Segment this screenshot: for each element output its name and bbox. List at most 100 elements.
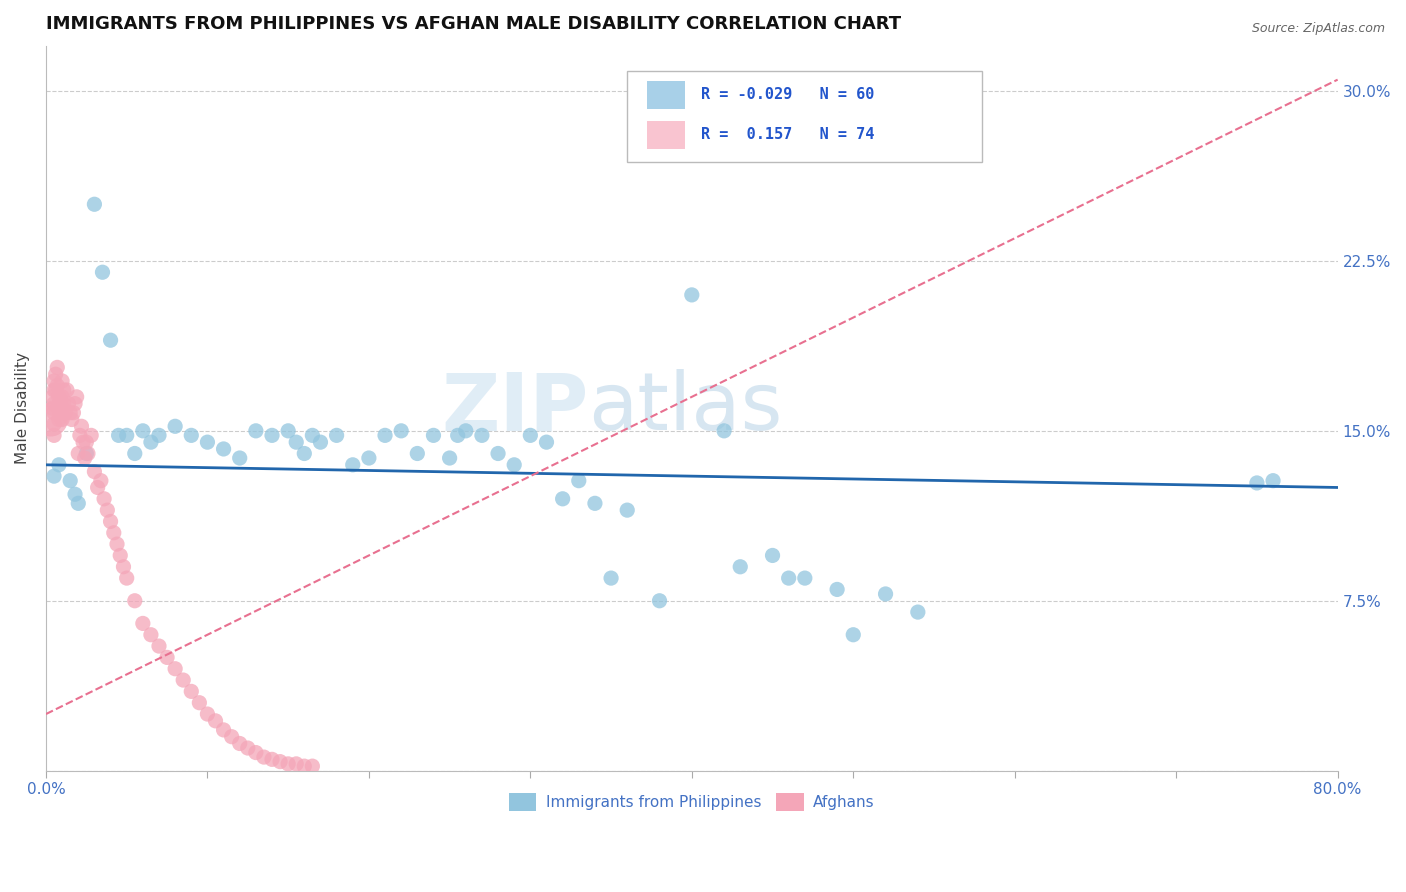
Point — [112, 559, 135, 574]
Point — [115, 571, 138, 585]
Point — [60, 412, 83, 426]
Point — [100, 333, 122, 347]
Point — [46, 360, 69, 375]
Point — [292, 759, 315, 773]
Point — [132, 424, 155, 438]
Point — [503, 458, 526, 472]
Point — [52, 397, 75, 411]
Point — [793, 571, 815, 585]
Point — [70, 419, 93, 434]
Point — [52, 383, 75, 397]
Point — [49, 394, 72, 409]
Point — [45, 367, 67, 381]
Point — [165, 662, 187, 676]
Point — [406, 446, 429, 460]
Point — [67, 446, 90, 460]
Text: Source: ZipAtlas.com: Source: ZipAtlas.com — [1251, 22, 1385, 36]
Point — [204, 714, 226, 728]
Point — [197, 435, 219, 450]
Point — [260, 752, 283, 766]
Point — [48, 412, 70, 426]
Point — [42, 406, 65, 420]
Point — [600, 571, 623, 585]
Text: ZIP: ZIP — [441, 369, 589, 447]
Point — [212, 442, 235, 456]
Point — [139, 435, 162, 450]
Point — [48, 401, 70, 416]
Point — [51, 374, 73, 388]
Point — [124, 593, 146, 607]
Point — [536, 435, 558, 450]
Point — [132, 616, 155, 631]
Point — [357, 450, 380, 465]
Point — [301, 428, 323, 442]
Point — [285, 756, 308, 771]
Point — [374, 428, 396, 442]
Point — [188, 696, 211, 710]
Point — [180, 428, 202, 442]
Point — [228, 450, 250, 465]
Point — [42, 374, 65, 388]
Point — [325, 428, 347, 442]
Point — [49, 406, 72, 420]
Point — [42, 469, 65, 483]
Point — [77, 446, 100, 460]
Point — [124, 446, 146, 460]
Point — [277, 756, 299, 771]
Point — [519, 428, 541, 442]
Point — [115, 428, 138, 442]
Point — [253, 750, 276, 764]
Point — [180, 684, 202, 698]
Text: R =  0.157   N = 74: R = 0.157 N = 74 — [700, 128, 875, 143]
Point — [67, 496, 90, 510]
Point — [728, 559, 751, 574]
Point — [51, 390, 73, 404]
Point — [93, 491, 115, 506]
Point — [58, 397, 80, 411]
Point — [172, 673, 194, 687]
Point — [80, 428, 103, 442]
Point — [39, 412, 62, 426]
Point — [148, 639, 170, 653]
FancyBboxPatch shape — [647, 121, 685, 149]
Point — [1246, 475, 1268, 490]
Text: IMMIGRANTS FROM PHILIPPINES VS AFGHAN MALE DISABILITY CORRELATION CHART: IMMIGRANTS FROM PHILIPPINES VS AFGHAN MA… — [46, 15, 901, 33]
Point — [83, 197, 105, 211]
Point — [107, 428, 129, 442]
Point — [165, 419, 187, 434]
Point — [148, 428, 170, 442]
Point — [875, 587, 897, 601]
Point — [156, 650, 179, 665]
Point — [212, 723, 235, 737]
Point — [778, 571, 800, 585]
Point — [42, 383, 65, 397]
Point — [825, 582, 848, 597]
Point — [103, 525, 125, 540]
Point — [48, 390, 70, 404]
Point — [245, 424, 267, 438]
Point — [447, 428, 470, 442]
Point — [221, 730, 243, 744]
Point — [285, 435, 308, 450]
Point — [69, 428, 91, 442]
Point — [73, 450, 96, 465]
Text: atlas: atlas — [589, 369, 783, 447]
Point — [63, 397, 86, 411]
Point — [110, 549, 132, 563]
Point — [139, 628, 162, 642]
Point — [486, 446, 509, 460]
Point — [583, 496, 606, 510]
Point — [90, 474, 112, 488]
Text: R = -0.029   N = 60: R = -0.029 N = 60 — [700, 87, 875, 103]
Point — [648, 593, 671, 607]
Point — [342, 458, 364, 472]
Point — [91, 265, 114, 279]
Point — [46, 378, 69, 392]
FancyBboxPatch shape — [627, 71, 983, 161]
Point — [75, 446, 97, 460]
Point — [236, 741, 259, 756]
Point — [260, 428, 283, 442]
Point — [66, 390, 89, 404]
Point — [41, 401, 63, 416]
Point — [63, 487, 86, 501]
